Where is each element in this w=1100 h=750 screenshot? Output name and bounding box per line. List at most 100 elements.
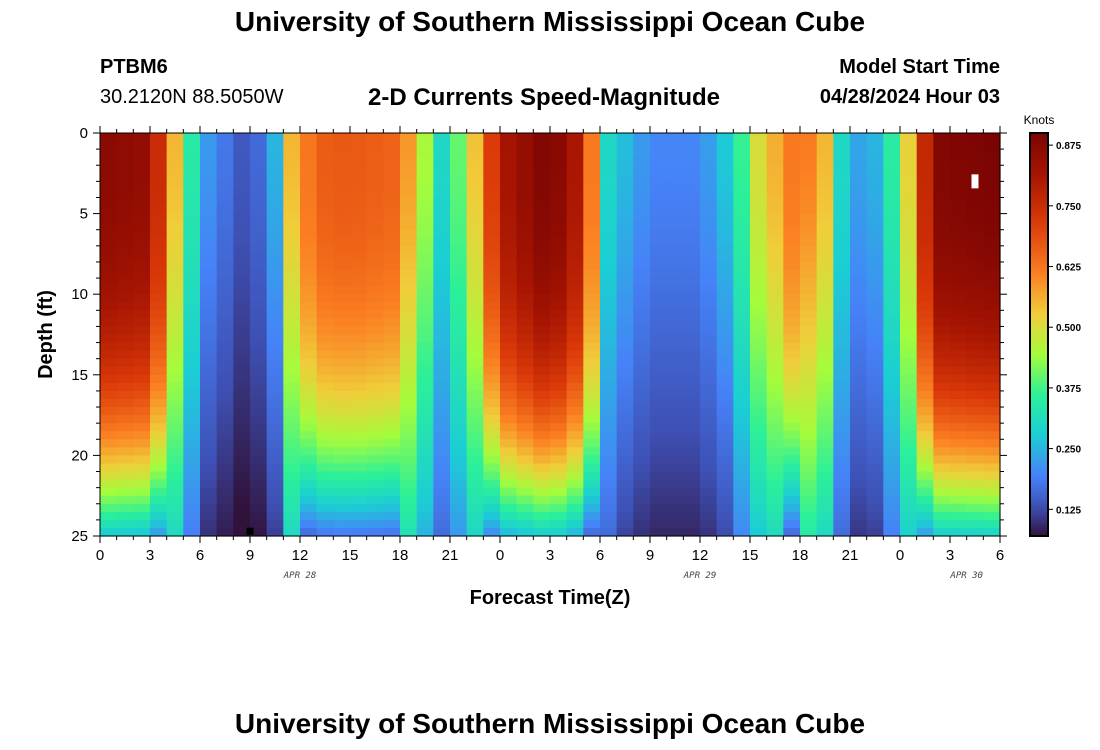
heatmap-cell	[916, 229, 934, 239]
heatmap-cell	[450, 519, 468, 529]
heatmap-cell	[300, 189, 318, 199]
heatmap-cell	[400, 173, 418, 182]
heatmap-cell	[133, 318, 151, 328]
heatmap-cell	[350, 374, 368, 384]
heatmap-cell	[300, 318, 318, 328]
heatmap-cell	[866, 471, 884, 481]
heatmap-cell	[566, 189, 584, 199]
heatmap-cell	[133, 310, 151, 319]
heatmap-cell	[316, 455, 334, 465]
heatmap-cell	[900, 358, 918, 368]
heatmap-cell	[750, 205, 768, 215]
heatmap-cell	[450, 455, 468, 465]
heatmap-cell	[466, 270, 484, 279]
heatmap-cell	[216, 197, 234, 207]
heatmap-cell	[433, 390, 451, 400]
heatmap-cell	[966, 149, 984, 158]
heatmap-cell	[716, 237, 734, 247]
heatmap-cell	[300, 197, 318, 207]
heatmap-cell	[850, 407, 868, 416]
heatmap-cell	[950, 382, 968, 392]
y-tick-label: 10	[71, 286, 88, 303]
heatmap-cell	[183, 245, 201, 255]
heatmap-cell	[433, 366, 451, 376]
heatmap-cell	[750, 374, 768, 384]
heatmap-cell	[100, 439, 118, 448]
heatmap-cell	[416, 205, 434, 215]
heatmap-cell	[633, 463, 651, 473]
heatmap-cell	[350, 221, 368, 231]
heatmap-cell	[333, 407, 351, 416]
heatmap-cell	[533, 503, 551, 513]
heatmap-cell	[350, 173, 368, 182]
heatmap-cell	[750, 334, 768, 344]
heatmap-cell	[600, 286, 618, 295]
heatmap-cell	[766, 318, 784, 328]
heatmap-cell	[750, 310, 768, 319]
heatmap-cell	[216, 245, 234, 255]
heatmap-cell	[166, 294, 184, 303]
heatmap-cell	[133, 141, 151, 150]
heatmap-cell	[400, 157, 418, 166]
heatmap-cell	[666, 133, 684, 142]
heatmap-cell	[766, 358, 784, 368]
heatmap-cell	[650, 213, 668, 223]
heatmap-cell	[666, 286, 684, 295]
heatmap-cell	[383, 398, 401, 408]
heatmap-cell	[566, 423, 584, 432]
heatmap-cell	[166, 318, 184, 328]
heatmap-cell	[216, 310, 234, 319]
heatmap-cell	[600, 302, 618, 311]
heatmap-cell	[433, 157, 451, 166]
heatmap-cell	[783, 261, 801, 271]
heatmap-cell	[350, 286, 368, 295]
heatmap-cell	[433, 326, 451, 336]
heatmap-cell	[883, 455, 901, 465]
heatmap-cell	[983, 302, 1001, 311]
heatmap-cell	[116, 221, 134, 231]
heatmap-cell	[150, 479, 168, 489]
heatmap-cell	[416, 245, 434, 255]
heatmap-cell	[483, 423, 501, 432]
heatmap-cell	[383, 286, 401, 295]
heatmap-cell	[100, 358, 118, 368]
heatmap-cell	[650, 173, 668, 182]
heatmap-cell	[450, 366, 468, 376]
heatmap-cell	[200, 197, 218, 207]
heatmap-cell	[650, 253, 668, 263]
heatmap-cell	[450, 165, 468, 174]
heatmap-cell	[916, 310, 934, 319]
heatmap-cell	[800, 326, 818, 336]
heatmap-cell	[483, 527, 501, 537]
heatmap-cell	[416, 431, 434, 440]
heatmap-cell	[350, 181, 368, 191]
heatmap-cell	[233, 141, 251, 150]
heatmap-cell	[683, 205, 701, 215]
heatmap-cell	[583, 261, 601, 271]
heatmap-cell	[883, 350, 901, 360]
heatmap-cell	[483, 366, 501, 376]
heatmap-cell	[116, 519, 134, 529]
heatmap-cell	[133, 326, 151, 336]
heatmap-cell	[483, 342, 501, 352]
heatmap-cell	[333, 149, 351, 158]
heatmap-cell	[416, 487, 434, 497]
heatmap-cell	[200, 286, 218, 295]
heatmap-cell	[683, 165, 701, 174]
heatmap-cell	[650, 205, 668, 215]
heatmap-cell	[200, 181, 218, 191]
heatmap-cell	[483, 519, 501, 529]
heatmap-cell	[550, 423, 568, 432]
heatmap-cell	[500, 431, 518, 440]
heatmap-cell	[333, 358, 351, 368]
heatmap-cell	[350, 213, 368, 223]
heatmap-cell	[833, 197, 851, 207]
heatmap-cell	[716, 189, 734, 199]
heatmap-cell	[616, 423, 634, 432]
heatmap-cell	[166, 133, 184, 142]
heatmap-cell	[600, 519, 618, 529]
heatmap-cell	[250, 350, 268, 360]
heatmap-cell	[200, 310, 218, 319]
heatmap-cell	[766, 374, 784, 384]
